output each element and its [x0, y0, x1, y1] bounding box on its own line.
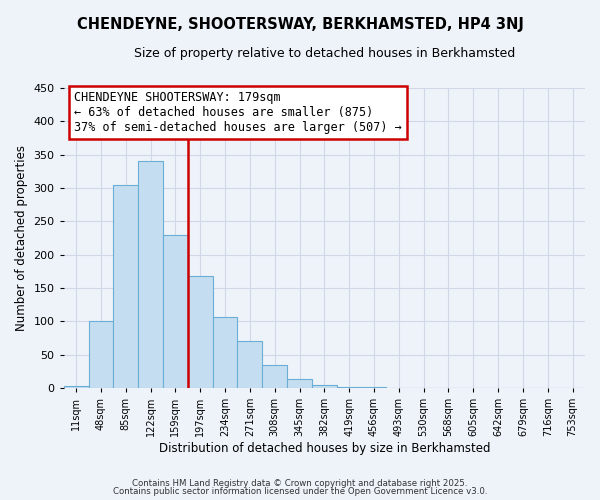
Bar [113, 184, 138, 388]
Title: Size of property relative to detached houses in Berkhamsted: Size of property relative to detached ho… [134, 48, 515, 60]
Bar [188, 276, 212, 388]
Text: CHENDEYNE SHOOTERSWAY: 179sqm
← 63% of detached houses are smaller (875)
37% of : CHENDEYNE SHOOTERSWAY: 179sqm ← 63% of d… [74, 91, 402, 134]
Bar [287, 380, 312, 388]
Bar [262, 364, 287, 388]
Text: Contains HM Land Registry data © Crown copyright and database right 2025.: Contains HM Land Registry data © Crown c… [132, 478, 468, 488]
Bar [212, 316, 238, 388]
Text: Contains public sector information licensed under the Open Government Licence v3: Contains public sector information licen… [113, 487, 487, 496]
Bar [163, 234, 188, 388]
X-axis label: Distribution of detached houses by size in Berkhamsted: Distribution of detached houses by size … [158, 442, 490, 455]
Bar [337, 386, 362, 388]
Bar [138, 162, 163, 388]
Bar [312, 384, 337, 388]
Bar [238, 342, 262, 388]
Bar [89, 320, 113, 388]
Text: CHENDEYNE, SHOOTERSWAY, BERKHAMSTED, HP4 3NJ: CHENDEYNE, SHOOTERSWAY, BERKHAMSTED, HP4… [77, 18, 523, 32]
Y-axis label: Number of detached properties: Number of detached properties [15, 145, 28, 331]
Bar [64, 386, 89, 388]
